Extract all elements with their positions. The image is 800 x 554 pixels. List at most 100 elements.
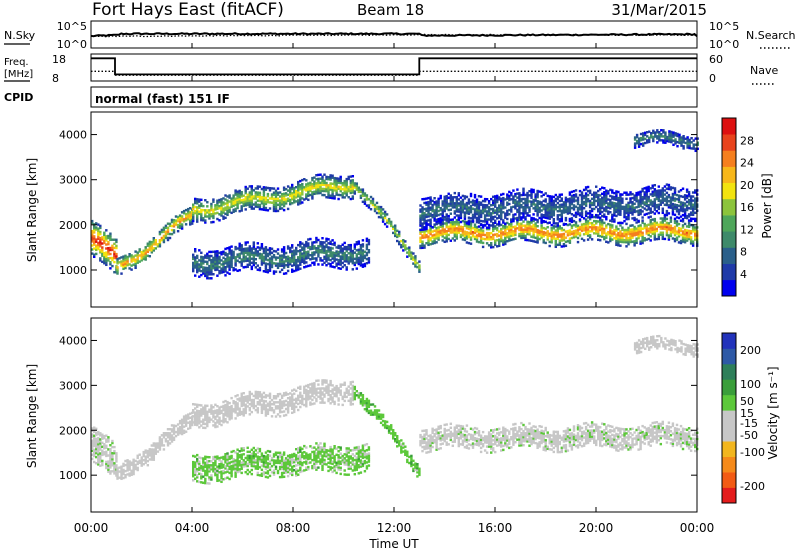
heatmap-cell <box>615 227 618 230</box>
heatmap-cell <box>256 250 260 253</box>
heatmap-cell <box>317 179 320 183</box>
heatmap-cell <box>144 248 147 251</box>
heatmap-cell <box>170 438 174 441</box>
heatmap-cell <box>244 189 247 193</box>
heatmap-cell <box>272 262 276 265</box>
heatmap-cell <box>615 225 618 228</box>
heatmap-cell <box>459 220 463 224</box>
heatmap-cell <box>107 454 110 457</box>
heatmap-cell <box>689 240 693 243</box>
heatmap-cell <box>623 240 626 244</box>
heatmap-cell <box>212 264 215 268</box>
heatmap-cell <box>313 247 316 250</box>
heatmap-cell <box>623 228 626 232</box>
heatmap-cell <box>210 271 213 274</box>
heatmap-cell <box>433 239 436 243</box>
heatmap-cell <box>408 254 411 257</box>
heatmap-cell <box>669 232 673 236</box>
heatmap-cell <box>657 207 661 211</box>
heatmap-cell <box>122 263 125 266</box>
heatmap-cell <box>613 214 616 217</box>
heatmap-cell <box>582 227 586 230</box>
heatmap-cell <box>457 216 461 219</box>
heatmap-cell <box>662 141 665 144</box>
heatmap-cell <box>323 173 326 176</box>
heatmap-cell <box>248 193 252 196</box>
heatmap-cell <box>93 253 96 256</box>
heatmap-cell <box>210 208 213 212</box>
heatmap-cell <box>228 418 231 421</box>
heatmap-cell <box>611 201 614 204</box>
heatmap-cell <box>387 219 391 223</box>
heatmap-cell <box>365 198 369 201</box>
heatmap-cell <box>365 257 369 261</box>
heatmap-cell <box>95 447 98 451</box>
heatmap-cell <box>526 214 529 217</box>
heatmap-cell <box>576 202 580 206</box>
heatmap-cell <box>105 444 108 448</box>
heatmap-cell <box>351 189 355 192</box>
heatmap-cell <box>546 202 549 206</box>
heatmap-cell <box>494 241 497 244</box>
heatmap-cell <box>647 187 650 191</box>
heatmap-cell <box>180 211 184 214</box>
heatmap-cell <box>187 207 190 211</box>
heatmap-cell <box>343 251 346 255</box>
heatmap-cell <box>140 464 143 467</box>
heatmap-cell <box>327 254 330 257</box>
heatmap-cell <box>615 210 618 214</box>
heatmap-cell <box>192 217 195 221</box>
heatmap-cell <box>494 203 497 206</box>
heatmap-cell <box>187 216 190 219</box>
heatmap-cell <box>651 194 654 198</box>
heatmap-cell <box>570 226 574 230</box>
heatmap-cell <box>629 199 632 202</box>
heatmap-cell <box>564 219 568 222</box>
heatmap-cell <box>685 196 689 200</box>
heatmap-cell <box>128 464 131 467</box>
heatmap-cell <box>208 254 211 258</box>
heatmap-cell <box>297 258 300 261</box>
heatmap-cell <box>651 230 654 233</box>
heatmap-cell <box>276 203 280 207</box>
heatmap-cell <box>435 218 438 222</box>
heatmap-cell <box>518 192 521 195</box>
heatmap-cell <box>189 213 192 216</box>
heatmap-cell <box>673 203 677 206</box>
heatmap-cell <box>657 185 661 188</box>
heatmap-cell <box>421 198 424 201</box>
heatmap-cell <box>242 402 245 405</box>
heatmap-cell <box>357 258 361 262</box>
heatmap-cell <box>208 420 211 424</box>
heatmap-cell <box>180 426 184 430</box>
heatmap-cell <box>623 215 626 219</box>
heatmap-cell <box>667 236 671 239</box>
heatmap-cell <box>276 191 280 194</box>
heatmap-cell <box>246 197 249 201</box>
heatmap-cell <box>220 271 223 274</box>
heatmap-cell <box>276 209 280 213</box>
heatmap-cell <box>657 193 661 196</box>
heatmap-cell <box>504 198 507 201</box>
heatmap-cell <box>492 215 495 219</box>
heatmap-cell <box>93 448 96 452</box>
heatmap-cell <box>473 227 477 230</box>
heatmap-cell <box>204 270 207 274</box>
heatmap-cell <box>158 438 162 441</box>
heatmap-cell <box>574 231 578 234</box>
heatmap-cell <box>599 204 602 207</box>
heatmap-cell <box>333 195 336 198</box>
heatmap-cell <box>349 179 353 182</box>
heatmap-cell <box>289 192 292 196</box>
heatmap-cell <box>629 207 632 210</box>
heatmap-cell <box>204 410 207 414</box>
heatmap-cell <box>453 221 457 224</box>
heatmap-cell <box>226 203 229 206</box>
heatmap-cell <box>206 252 209 256</box>
heatmap-cell <box>512 234 515 237</box>
heatmap-cell <box>447 204 450 208</box>
heatmap-cell <box>542 239 545 242</box>
heatmap-cell <box>627 205 630 209</box>
heatmap-cell <box>317 183 320 187</box>
heatmap-cell <box>262 192 266 195</box>
